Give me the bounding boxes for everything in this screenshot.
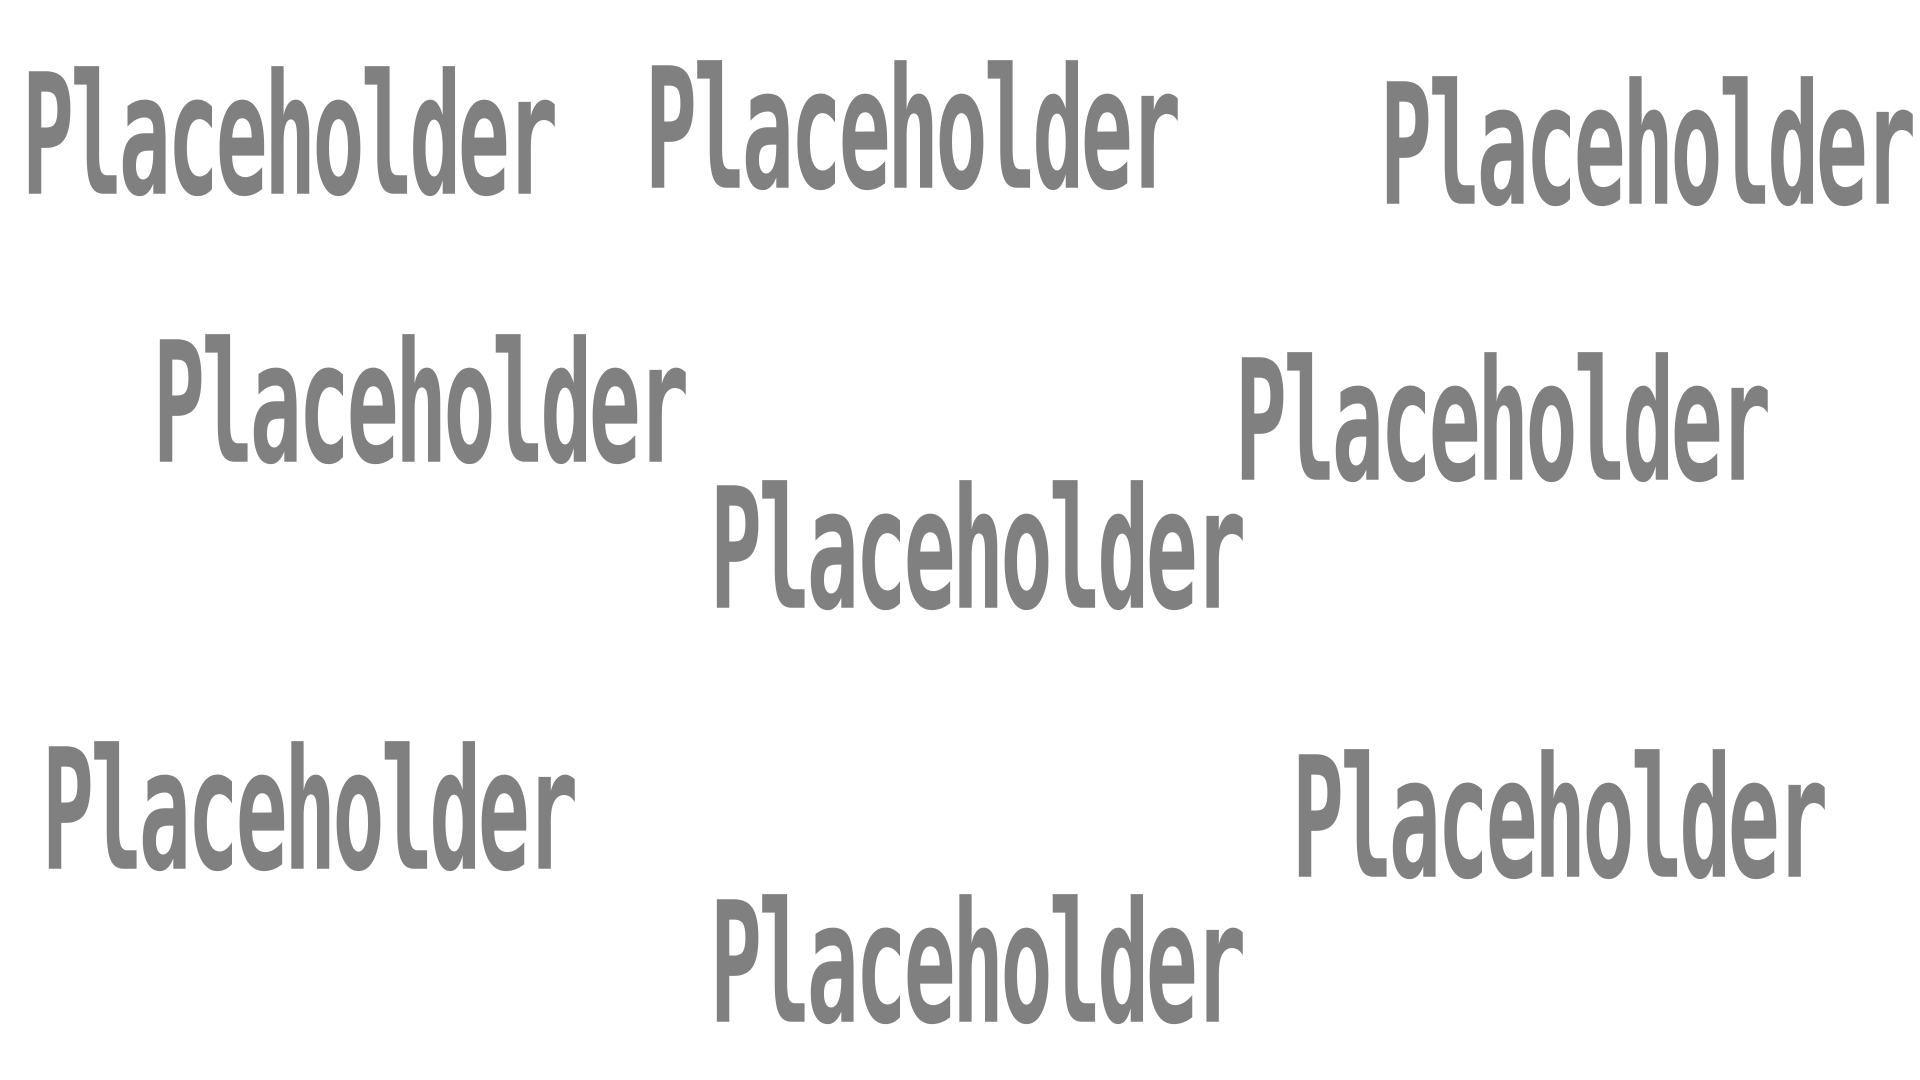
- placeholder-text-2: Placeholder: [645, 32, 1181, 228]
- placeholder-text-4: Placeholder: [153, 306, 689, 502]
- placeholder-text-7: Placeholder: [42, 713, 578, 909]
- placeholder-text-6: Placeholder: [710, 452, 1246, 648]
- placeholder-text-8: Placeholder: [1292, 721, 1828, 917]
- placeholder-text-1: Placeholder: [22, 38, 558, 234]
- placeholder-text-9: Placeholder: [710, 866, 1246, 1062]
- placeholder-text-3: Placeholder: [1380, 48, 1916, 244]
- placeholder-text-5: Placeholder: [1235, 324, 1771, 520]
